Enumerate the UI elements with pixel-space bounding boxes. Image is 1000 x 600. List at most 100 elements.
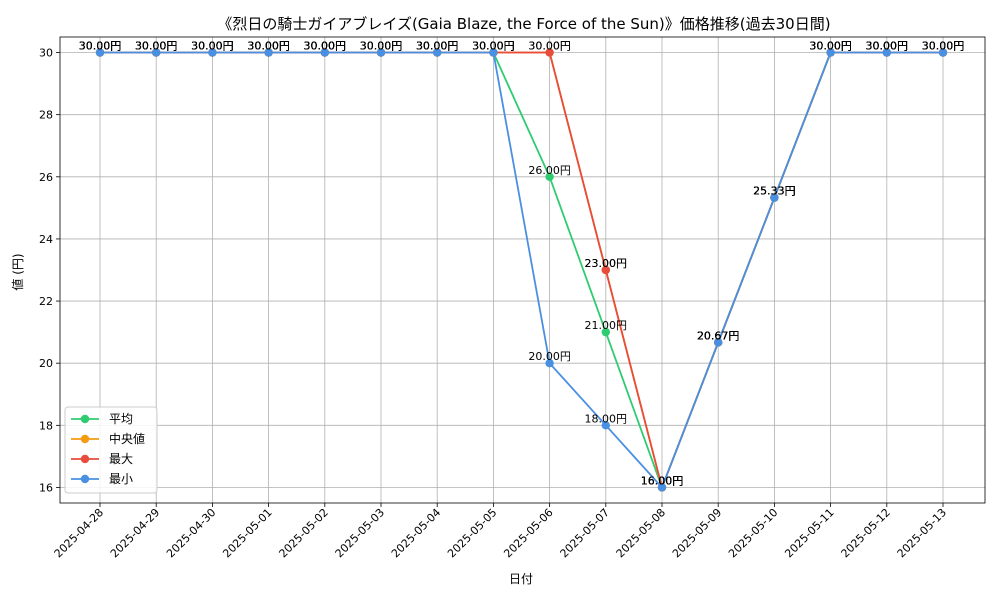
- x-tick-label: 2025-05-01: [220, 506, 274, 560]
- data-label: 25.33円: [753, 185, 796, 198]
- data-label: 30.00円: [416, 40, 459, 53]
- x-tick-label: 2025-05-12: [839, 506, 893, 560]
- legend-label: 最小: [109, 472, 133, 486]
- data-label: 30.00円: [135, 40, 178, 53]
- x-tick-label: 2025-04-28: [52, 506, 106, 560]
- x-tick-label: 2025-05-13: [895, 506, 949, 560]
- data-point: [320, 48, 329, 57]
- data-point: [545, 48, 554, 57]
- data-label: 20.67円: [697, 329, 740, 342]
- data-point: [770, 193, 779, 202]
- data-label: 30.00円: [304, 40, 347, 53]
- data-point: [601, 327, 610, 337]
- x-tick-label: 2025-05-02: [277, 506, 331, 560]
- data-label: 20.67円: [697, 329, 740, 342]
- x-tick-label: 2025-05-07: [558, 506, 612, 560]
- data-label: 30.00円: [191, 40, 234, 53]
- data-label: 30.00円: [922, 40, 965, 53]
- x-tick-label: 2025-04-30: [164, 506, 218, 560]
- data-label: 21.00円: [585, 319, 628, 332]
- legend-marker: [80, 414, 90, 424]
- data-point: [95, 48, 105, 57]
- data-label: 26.00円: [528, 164, 571, 177]
- data-label: 30.00円: [809, 40, 852, 53]
- data-label: 30.00円: [304, 40, 347, 53]
- y-tick-label: 30: [39, 47, 53, 60]
- data-label: 20.67円: [697, 329, 740, 342]
- y-tick-label: 16: [39, 481, 53, 494]
- data-point: [657, 483, 667, 492]
- data-label: 20.00円: [528, 350, 571, 363]
- data-point: [601, 421, 610, 430]
- series-line: [100, 51, 943, 490]
- x-tick-label: 2025-05-10: [726, 506, 780, 560]
- data-label: 30.00円: [304, 40, 347, 53]
- data-label: 30.00円: [79, 40, 122, 53]
- data-label: 30.00円: [866, 40, 909, 53]
- chart-title: 《烈日の騎士ガイアブレイズ(Gaia Blaze, the Force of t…: [217, 15, 830, 33]
- data-point: [826, 48, 835, 57]
- data-label: 30.00円: [191, 40, 234, 53]
- x-tick-label: 2025-04-29: [108, 506, 162, 560]
- data-point: [545, 172, 554, 181]
- x-tick-label: 2025-05-08: [614, 506, 668, 560]
- plot-frame: [59, 36, 986, 504]
- data-labels: 30.00円 30.00円 30.00円 30.00円 30.00円 30.00円 30.0…: [79, 40, 965, 488]
- data-label: 30.00円: [247, 40, 290, 53]
- data-label: 30.00円: [922, 40, 965, 53]
- x-tick-label: 2025-05-04: [389, 506, 443, 560]
- x-tick-label: 2025-05-05: [445, 506, 499, 560]
- data-label: 30.00円: [416, 40, 459, 53]
- series-line: [100, 51, 943, 491]
- y-tick-label: 28: [39, 109, 53, 122]
- x-axis-label: 日付: [509, 572, 533, 586]
- data-label: 30.00円: [416, 40, 459, 53]
- data-label: 16.00円: [641, 474, 684, 487]
- data-point: [714, 338, 723, 347]
- data-label: 30.00円: [304, 40, 347, 53]
- data-label: 18.00円: [585, 412, 628, 425]
- x-tick-label: 2025-05-03: [333, 506, 387, 560]
- data-label: 30.00円: [360, 40, 403, 53]
- data-point: [152, 48, 161, 57]
- data-label: 30.00円: [135, 40, 178, 53]
- data-label: 16.00円: [641, 474, 684, 487]
- data-label: 30.00円: [866, 40, 909, 53]
- data-label: 30.00円: [528, 40, 571, 53]
- data-label: 30.00円: [922, 40, 965, 53]
- data-point: [264, 48, 273, 57]
- x-tick-label: 2025-05-09: [670, 506, 724, 560]
- data-label: 30.00円: [135, 40, 178, 53]
- x-tick-label: 2025-05-06: [501, 506, 555, 560]
- data-point: [545, 359, 554, 368]
- legend-label: 中央値: [109, 431, 145, 446]
- legend-marker: [80, 454, 90, 464]
- legend-marker: [80, 474, 90, 484]
- data-label: 30.00円: [866, 40, 909, 53]
- data-label: 30.00円: [247, 40, 290, 53]
- series-layer: [95, 48, 948, 492]
- x-tick-label: 2025-05-11: [782, 506, 836, 560]
- data-label: 23.00円: [585, 257, 628, 270]
- data-label: 30.00円: [79, 40, 122, 53]
- data-label: 30.00円: [809, 40, 852, 53]
- data-point: [376, 48, 386, 57]
- data-label: 25.33円: [753, 185, 796, 198]
- legend-marker: [80, 434, 90, 444]
- data-label: 30.00円: [191, 40, 234, 53]
- y-tick-label: 24: [39, 233, 53, 246]
- y-tick-label: 22: [39, 295, 53, 308]
- data-label: 30.00円: [472, 40, 515, 53]
- y-tick-label: 18: [39, 419, 53, 432]
- data-label: 30.00円: [191, 40, 234, 53]
- data-point: [882, 48, 891, 57]
- series-line: [100, 51, 943, 491]
- data-label: 30.00円: [416, 40, 459, 53]
- series-line: [100, 51, 943, 491]
- data-label: 30.00円: [135, 40, 178, 53]
- data-label: 30.00円: [472, 40, 515, 53]
- data-label: 30.00円: [922, 40, 965, 53]
- data-point: [433, 48, 442, 57]
- data-label: 30.00円: [866, 40, 909, 53]
